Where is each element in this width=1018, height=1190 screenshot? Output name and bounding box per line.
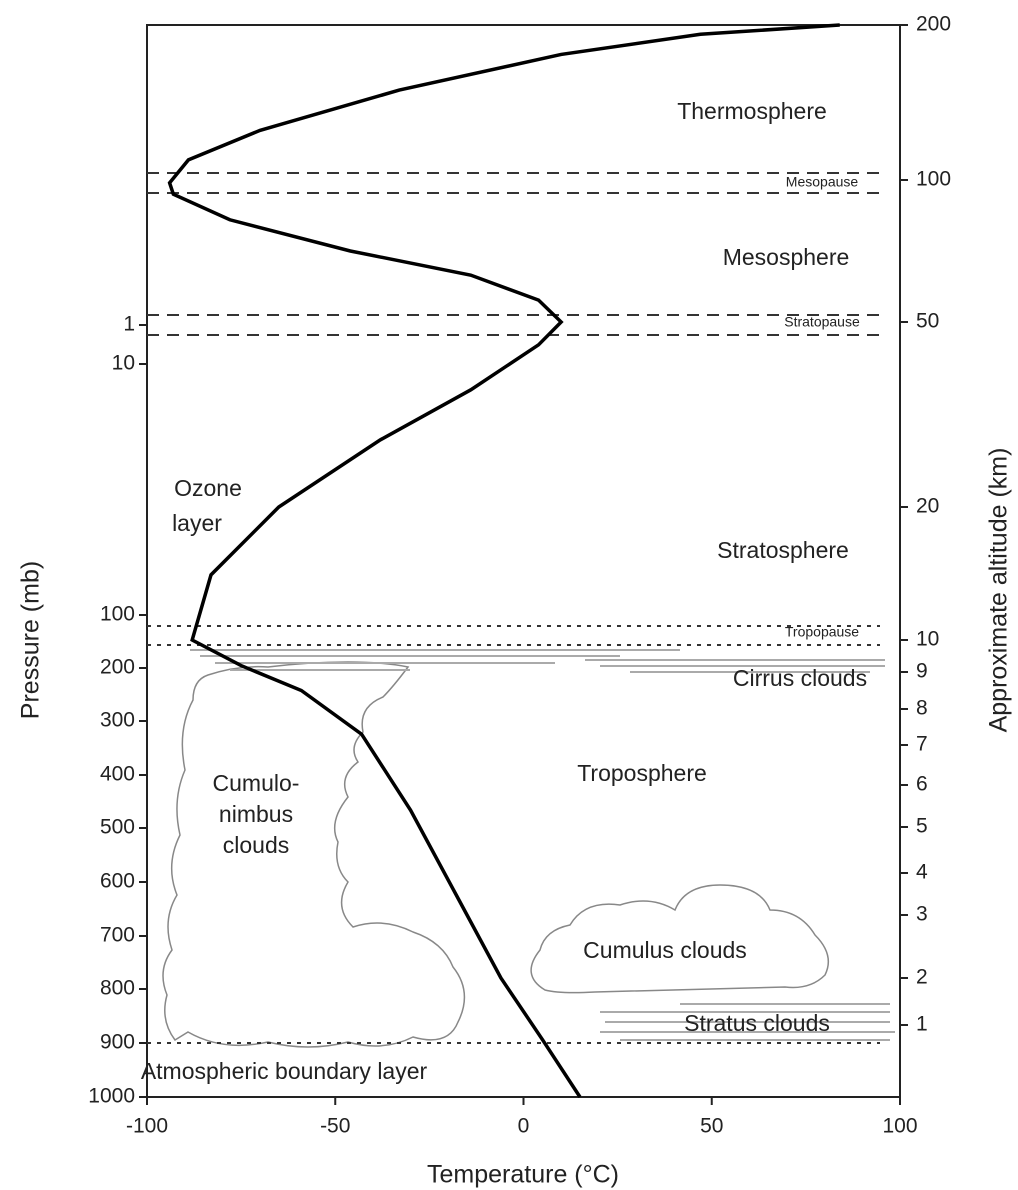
- annotation: layer: [172, 510, 222, 536]
- y2-tick-label: 9: [916, 660, 928, 683]
- y2-axis-label: Approximate altitude (km): [985, 448, 1013, 733]
- y2-tick-label: 6: [916, 773, 928, 796]
- annotation: clouds: [223, 832, 289, 858]
- y2-tick-label: 3: [916, 903, 928, 926]
- x-tick-label: 50: [700, 1115, 723, 1138]
- y-tick-label: 1000: [88, 1085, 135, 1108]
- annotation: Ozone: [174, 475, 242, 501]
- y-tick-label: 1: [123, 313, 135, 336]
- x-axis-label: Temperature (°C): [427, 1161, 619, 1189]
- annotation: Mesopause: [786, 174, 859, 190]
- annotation: Troposphere: [577, 760, 707, 786]
- y2-tick-label: 1: [916, 1013, 928, 1036]
- annotation: Tropopause: [785, 624, 859, 640]
- y2-tick-label: 50: [916, 310, 939, 333]
- stratus-streaks: [600, 1003, 895, 1041]
- annotation: Thermosphere: [677, 98, 827, 124]
- annotation: Stratopause: [784, 314, 860, 330]
- y2-tick-label: 200: [916, 13, 951, 36]
- cumulus-cloud: [530, 884, 830, 994]
- y2-tick-label: 20: [916, 495, 939, 518]
- annotation: Cumulus clouds: [583, 937, 747, 963]
- y2-tick-label: 8: [916, 697, 928, 720]
- x-tick-label: 100: [882, 1115, 917, 1138]
- annotation: Stratosphere: [717, 537, 849, 563]
- y-tick-label: 500: [100, 816, 135, 839]
- annotation: Cumulo-: [213, 770, 300, 796]
- annotation: nimbus: [219, 801, 293, 827]
- y2-tick-label: 5: [916, 815, 928, 838]
- annotation: Mesosphere: [723, 244, 850, 270]
- cirrus-streaks: [190, 649, 885, 673]
- clouds: [162, 649, 895, 1048]
- y-tick-label: 200: [100, 656, 135, 679]
- y-tick-label: 300: [100, 709, 135, 732]
- y2-tick-label: 10: [916, 628, 939, 651]
- x-tick-label: -100: [126, 1115, 168, 1138]
- y-tick-label: 700: [100, 924, 135, 947]
- annotation: Cirrus clouds: [733, 665, 867, 691]
- y-tick-label: 400: [100, 763, 135, 786]
- x-tick-label: -50: [320, 1115, 350, 1138]
- y-tick-label: 600: [100, 870, 135, 893]
- y2-tick-label: 7: [916, 733, 928, 756]
- temperature-line: [167, 23, 840, 1098]
- y-tick-label: 100: [100, 603, 135, 626]
- y-tick-label: 900: [100, 1031, 135, 1054]
- x-tick-label: 0: [518, 1115, 530, 1138]
- y-axis-label: Pressure (mb): [17, 561, 45, 719]
- y2-tick-label: 4: [916, 861, 928, 884]
- y-tick-label: 800: [100, 977, 135, 1000]
- cumulonimbus-cloud: [162, 661, 466, 1048]
- y2-tick-label: 2: [916, 966, 928, 989]
- y-tick-label: 10: [112, 352, 135, 375]
- annotation: Atmospheric boundary layer: [141, 1058, 428, 1084]
- annotation: Stratus clouds: [684, 1010, 830, 1036]
- y2-tick-label: 100: [916, 168, 951, 191]
